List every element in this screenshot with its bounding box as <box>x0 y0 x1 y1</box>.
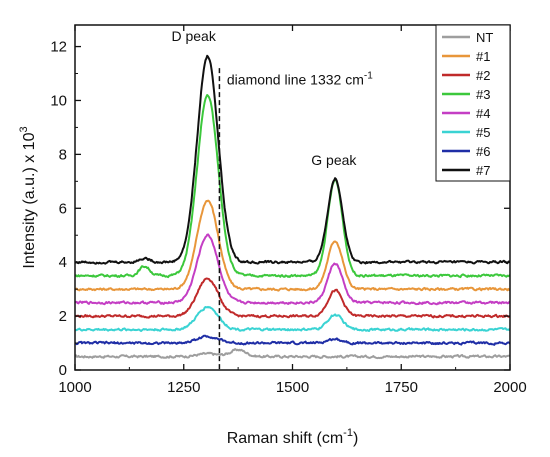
x-tick-label: 1250 <box>167 379 200 396</box>
annotation-g-peak: G peak <box>311 152 357 168</box>
x-axis-title: Raman shift (cm-1) <box>227 427 359 447</box>
x-axis-title-end: ) <box>353 430 358 447</box>
series-line-n2 <box>75 277 510 319</box>
series-line-n7 <box>75 54 510 265</box>
y-axis-title-main: Intensity (a.u.) x 10 <box>21 132 38 268</box>
legend-label: #1 <box>476 49 490 64</box>
y-tick-label: 10 <box>50 92 67 109</box>
y-tick-label: 8 <box>59 146 67 163</box>
legend-label: #4 <box>476 106 490 121</box>
y-tick-label: 12 <box>50 39 67 56</box>
y-tick-label: 2 <box>59 308 67 325</box>
x-axis-title-main: Raman shift (cm <box>227 430 343 447</box>
y-tick-label: 4 <box>59 254 67 271</box>
annotation-diamond-line: diamond line 1332 cm-1 <box>227 70 373 87</box>
series-line-n3 <box>75 94 510 279</box>
y-axis-title-sup: 3 <box>18 126 30 132</box>
x-tick-label: 2000 <box>493 379 526 396</box>
legend-label: #6 <box>476 144 490 159</box>
annotation-d-peak: D peak <box>171 28 216 44</box>
series-line-n6 <box>75 334 510 346</box>
annotation-diamond-line-sup: -1 <box>364 70 373 81</box>
x-tick-label: 1750 <box>385 379 418 396</box>
y-tick-label: 6 <box>59 200 67 217</box>
axes: 1000 1250 1500 1750 2000 0 2 4 6 8 10 12 Raman shift… <box>18 24 527 447</box>
x-axis-title-sup: -1 <box>343 427 353 439</box>
legend-label: #7 <box>476 163 490 178</box>
legend-label: NT <box>476 30 493 45</box>
annotation-diamond-line-main: diamond line 1332 cm <box>227 71 364 87</box>
annotations: D peak G peak diamond line 1332 cm-1 <box>171 28 373 370</box>
x-tick-label: 1000 <box>58 379 91 396</box>
y-tick-label: 0 <box>59 362 67 379</box>
legend: NT #1 #2 #3 #4 #5 #6 #7 <box>435 24 511 182</box>
legend-label: #2 <box>476 68 490 83</box>
plot-area <box>75 54 510 360</box>
legend-label: #5 <box>476 125 490 140</box>
series-line-n4 <box>75 233 510 306</box>
legend-box <box>435 24 511 182</box>
series-line-n5 <box>75 305 510 332</box>
y-axis-title: Intensity (a.u.) x 103 <box>18 126 38 268</box>
series-line-NT <box>75 348 510 360</box>
series-line-n1 <box>75 199 510 292</box>
legend-label: #3 <box>476 87 490 102</box>
series-group <box>75 54 510 360</box>
x-tick-label: 1500 <box>276 379 309 396</box>
